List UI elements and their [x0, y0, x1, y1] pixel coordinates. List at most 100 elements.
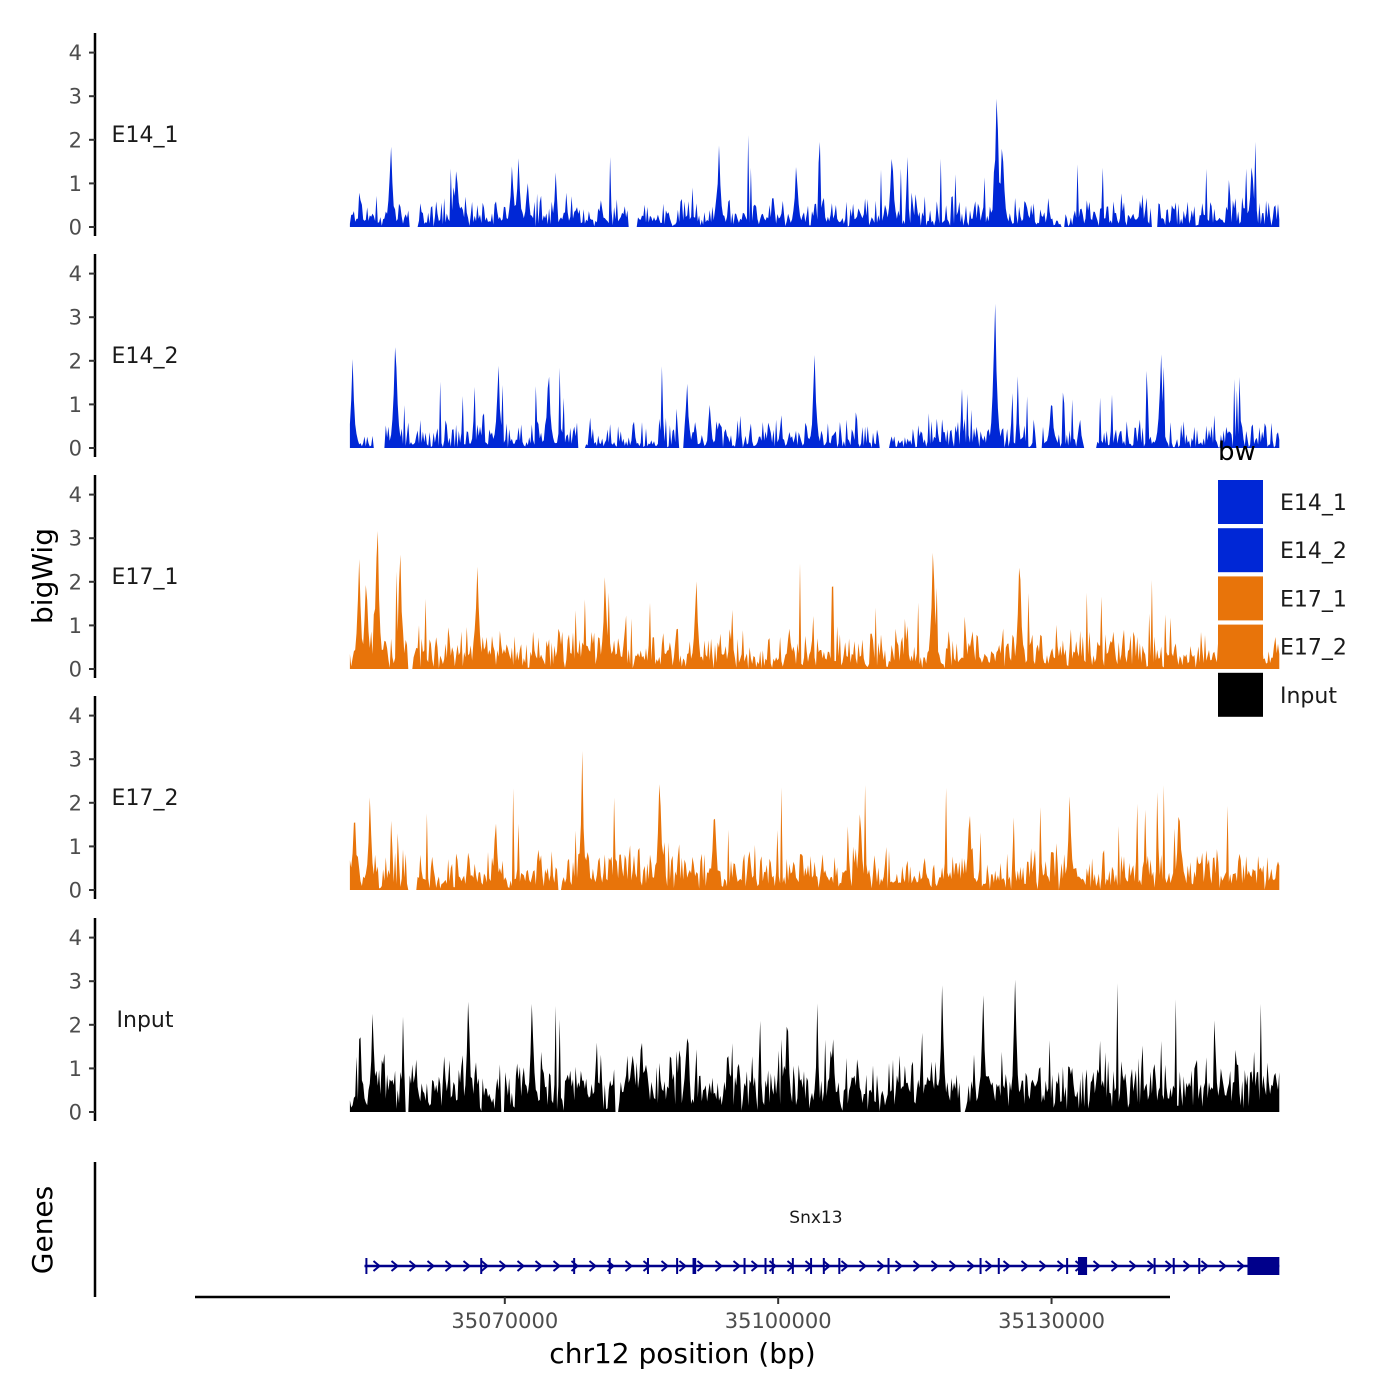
- y-tick-label: 2: [69, 791, 82, 815]
- y-tick-label: 4: [69, 483, 82, 507]
- y-tick-label: 0: [69, 658, 82, 682]
- strand-arrow: [1128, 1260, 1138, 1272]
- y-tick-label: 2: [69, 570, 82, 594]
- strand-arrow: [966, 1260, 976, 1272]
- strand-arrow: [408, 1260, 418, 1272]
- strand-arrow: [462, 1260, 472, 1272]
- strand-arrow: [480, 1260, 490, 1272]
- exon: [810, 1258, 813, 1274]
- exon: [1247, 1257, 1280, 1275]
- signal-area-E17_2: [349, 750, 1280, 890]
- x-tick-label: 35070000: [451, 1309, 558, 1333]
- strand-arrow: [1002, 1260, 1012, 1272]
- legend: bw E14_1 E14_2 E17_1 E17_2 Input: [1218, 437, 1347, 717]
- strand-arrow: [732, 1260, 742, 1272]
- exon: [365, 1258, 368, 1274]
- y-tick-label: 1: [69, 835, 82, 859]
- signal-area-E17_1: [349, 531, 1280, 669]
- legend-swatch-E17_1: [1218, 576, 1263, 621]
- strand-arrow: [696, 1260, 706, 1272]
- strand-arrow: [588, 1260, 598, 1272]
- x-axis: 35070000 35100000 35130000 chr12 position (…: [195, 1295, 1170, 1370]
- strand-arrow: [768, 1260, 778, 1272]
- signal-area-E14_1: [349, 98, 1280, 227]
- track-label: E14_2: [112, 344, 179, 369]
- legend-swatch-E17_2: [1218, 624, 1263, 669]
- strand-arrow: [876, 1260, 886, 1272]
- y-tick-label: 2: [69, 1013, 82, 1037]
- strand-arrow: [1056, 1260, 1066, 1272]
- y-tick-label: 3: [69, 970, 82, 994]
- legend-label: E17_2: [1280, 636, 1347, 661]
- strand-arrow: [624, 1260, 634, 1272]
- strand-arrow: [660, 1260, 670, 1272]
- y-tick-label: 0: [69, 216, 82, 240]
- y-tick-label: 0: [69, 1101, 82, 1125]
- y-tick-label: 2: [69, 349, 82, 373]
- exon: [1077, 1257, 1088, 1275]
- exon: [646, 1258, 649, 1274]
- strand-arrow: [642, 1260, 652, 1272]
- track-label: E17_1: [112, 565, 179, 590]
- legend-label: E17_1: [1280, 587, 1347, 612]
- y-tick-label: 1: [69, 172, 82, 196]
- exon: [997, 1258, 1000, 1274]
- exon: [771, 1258, 774, 1274]
- legend-swatch-E14_2: [1218, 528, 1263, 573]
- legend-swatch-E14_1: [1218, 480, 1263, 524]
- strand-arrow: [858, 1260, 868, 1272]
- legend-swatch-Input: [1218, 672, 1263, 717]
- exon: [1153, 1258, 1156, 1274]
- y-tick-label: 4: [69, 704, 82, 728]
- strand-arrow: [516, 1260, 526, 1272]
- exon: [743, 1258, 746, 1274]
- strand-arrow: [1182, 1260, 1192, 1272]
- y-tick-label: 1: [69, 1057, 82, 1081]
- strand-arrow: [1164, 1260, 1174, 1272]
- exon: [573, 1258, 576, 1274]
- strand-arrow: [1092, 1260, 1102, 1272]
- exon: [1066, 1258, 1069, 1274]
- exon: [676, 1258, 679, 1274]
- track-label: E14_1: [112, 123, 179, 148]
- legend-label: E14_2: [1280, 539, 1347, 564]
- legend-label: E14_1: [1280, 491, 1347, 516]
- exon: [764, 1258, 767, 1274]
- gene-label: Snx13: [789, 1208, 842, 1228]
- y-tick-label: 4: [69, 926, 82, 950]
- strand-arrow: [1236, 1260, 1246, 1272]
- strand-arrow: [390, 1260, 400, 1272]
- y-tick-label: 3: [69, 306, 82, 330]
- track-label: E17_2: [112, 786, 179, 811]
- exon: [838, 1258, 841, 1274]
- legend-title: bw: [1218, 437, 1256, 467]
- y-tick-label: 3: [69, 527, 82, 551]
- strand-arrow: [534, 1260, 544, 1272]
- track-E17_2: 0 1 2 3 4 E17_2: [69, 695, 1280, 903]
- signal-tracks: 0 1 2 3 4 E14_1 0 1 2 3 4 E14_2 0 1 2 3 4 E17_1 0 1 2 3 4 E17_2…: [69, 32, 1280, 1125]
- exon: [822, 1258, 825, 1274]
- strand-arrow: [372, 1260, 382, 1272]
- strand-arrow: [948, 1260, 958, 1272]
- track-E14_2: 0 1 2 3 4 E14_2: [69, 253, 1280, 461]
- y-tick-label: 0: [69, 437, 82, 461]
- strand-arrow: [912, 1260, 922, 1272]
- strand-arrow: [498, 1260, 508, 1272]
- strand-arrow: [1038, 1260, 1048, 1272]
- exon: [1172, 1258, 1175, 1274]
- strand-arrow: [1146, 1260, 1156, 1272]
- strand-arrow: [930, 1260, 940, 1272]
- strand-arrow: [444, 1260, 454, 1272]
- y-tick-label: 1: [69, 393, 82, 417]
- strand-arrow: [678, 1260, 688, 1272]
- strand-arrow: [750, 1260, 760, 1272]
- exon: [887, 1258, 890, 1274]
- track-Input: 0 1 2 3 4 Input: [69, 917, 1280, 1125]
- strand-arrow: [714, 1260, 724, 1272]
- y-tick-label: 3: [69, 748, 82, 772]
- gene-panel: Snx13: [93, 1162, 1280, 1297]
- genes-axis-title: Genes: [26, 1186, 59, 1274]
- legend-label: Input: [1280, 684, 1337, 709]
- x-axis-title: chr12 position (bp): [549, 1337, 815, 1370]
